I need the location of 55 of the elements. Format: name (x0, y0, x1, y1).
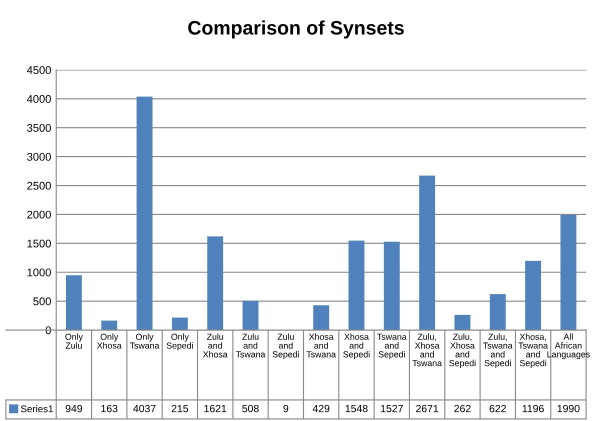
bar (66, 275, 82, 330)
bar (136, 96, 152, 330)
x-tick-label: All African Languages (547, 333, 590, 360)
x-tick-label: Only Xhosa (97, 333, 122, 349)
x-tick-label: Xhosa and Sepedi (343, 333, 370, 360)
bar (490, 294, 506, 330)
legend-label: Series1 (20, 405, 53, 412)
data-label: 949 (66, 404, 82, 412)
data-label: 1196 (522, 404, 544, 412)
bar (419, 176, 436, 330)
x-tick-label: Zulu, Tswana and Sepedi (483, 333, 513, 368)
data-label: 163 (101, 404, 118, 412)
data-label: 1990 (558, 404, 580, 412)
data-label: 215 (172, 404, 188, 412)
data-label: 2671 (416, 404, 438, 412)
bar (313, 305, 330, 330)
y-tick-label: 4000 (26, 95, 51, 103)
bar (525, 260, 542, 330)
x-tick-label: Zulu and Sepedi (272, 333, 299, 360)
x-tick-label: Zulu and Tswana (236, 333, 266, 358)
data-label: 429 (312, 404, 330, 412)
data-label: 262 (454, 404, 471, 412)
x-tick-label: Zulu and Xhosa (202, 333, 228, 358)
y-tick-label: 1500 (28, 240, 51, 248)
data-label: 4037 (133, 404, 156, 412)
x-tick-label: Only Sepedi (166, 333, 193, 350)
y-tick-label: 3500 (27, 124, 51, 132)
x-tick-label: Xhosa, Tswana and Sepedi (518, 333, 548, 368)
data-label: 508 (242, 404, 259, 412)
y-tick-label: 4500 (26, 66, 51, 74)
chart-title: Comparison of Synsets (188, 20, 404, 39)
data-label: 1621 (204, 404, 226, 412)
y-tick-label: 2500 (27, 182, 51, 190)
bar (207, 236, 224, 330)
data-label: 1527 (381, 404, 403, 412)
x-tick-label: Zulu, Xhosa and Sepedi (449, 333, 476, 368)
x-tick-label: Only Tswana (130, 333, 160, 349)
x-tick-label: Xhosa and Tswana (306, 333, 336, 358)
bar (101, 320, 118, 330)
data-label: 9 (283, 404, 288, 412)
bar (560, 215, 576, 330)
y-tick-label: 500 (33, 297, 51, 306)
bar (242, 300, 258, 330)
y-tick-label: 1000 (28, 268, 51, 276)
x-tick-label: Zulu, Xhosa and Tswana (412, 333, 442, 366)
bar (384, 242, 400, 330)
bar (454, 314, 470, 330)
data-label: 622 (490, 404, 506, 412)
bar (348, 240, 364, 330)
x-tick-label: Tswana and Sepedi (377, 334, 407, 360)
bar (172, 318, 188, 330)
y-tick-label: 2000 (27, 210, 51, 219)
x-tick-label: Only Zulu (65, 333, 83, 349)
y-tick-label: 3000 (27, 152, 51, 161)
data-label: 1548 (346, 404, 368, 412)
